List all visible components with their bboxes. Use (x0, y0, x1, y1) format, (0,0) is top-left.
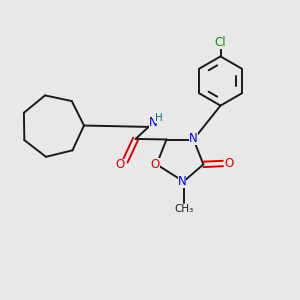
Text: N: N (149, 116, 158, 129)
Text: O: O (151, 158, 160, 171)
Text: CH₃: CH₃ (174, 204, 193, 214)
Text: Cl: Cl (215, 35, 226, 49)
Text: H: H (155, 113, 163, 123)
Text: N: N (178, 175, 187, 188)
Text: O: O (224, 157, 233, 170)
Text: N: N (189, 132, 198, 145)
Text: O: O (115, 158, 124, 172)
